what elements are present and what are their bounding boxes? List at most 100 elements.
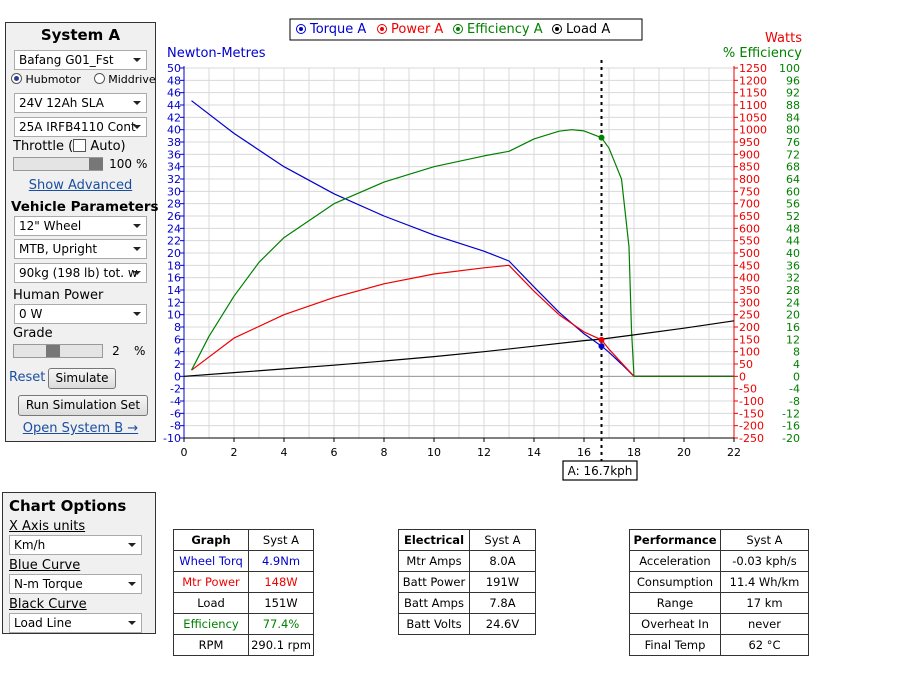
chevron-down-icon [133, 224, 141, 228]
left-tick-label: 48 [167, 74, 181, 87]
grade-slider-thumb[interactable] [46, 345, 60, 357]
efficiency-tick-label: 12 [786, 333, 800, 346]
efficiency-tick-label: 0 [793, 370, 800, 383]
human-power-label: Human Power [13, 288, 104, 303]
watts-tick-label: 600 [739, 222, 760, 235]
x-axis-units-select[interactable]: Km/h [9, 535, 142, 555]
legend-radio-dot [299, 27, 303, 31]
power-curve [191, 264, 734, 377]
efficiency-curve [190, 129, 734, 377]
table-row: Acceleration -0.03 kph/s [629, 550, 809, 572]
chevron-down-icon [133, 125, 141, 129]
cursor-label: A: 16.7kph [568, 464, 633, 478]
x-tick-label: 2 [231, 446, 238, 459]
efficiency-tick-label: 36 [786, 259, 800, 272]
torque-marker [598, 343, 605, 350]
left-tick-label: 16 [167, 272, 181, 285]
performance-table-header-label: Performance [629, 529, 721, 551]
left-tick-label: 32 [167, 173, 181, 186]
blue-curve-label: Blue Curve [9, 558, 81, 573]
efficiency-tick-label: 44 [786, 235, 800, 248]
efficiency-tick-label: 92 [786, 87, 800, 100]
left-tick-label: 38 [167, 136, 181, 149]
black-curve-select[interactable]: Load Line [9, 613, 142, 633]
bike-type-select-value: MTB, Upright [19, 242, 98, 256]
simulation-chart[interactable]: -10-8-6-4-202468101214161820222426283032… [0, 0, 897, 490]
simulate-button[interactable]: Simulate [48, 368, 116, 389]
system-title: System A [40, 26, 121, 44]
x-axis-ticks: 0 2 4 6 8 10 12 14 16 18 20 22 [181, 438, 741, 459]
left-tick-label: 0 [174, 370, 181, 383]
left-tick-label: -8 [170, 420, 181, 433]
chevron-down-icon [128, 582, 136, 586]
row-label: Acceleration [629, 550, 721, 572]
table-row: Mtr Power 148W [173, 571, 314, 593]
efficiency-marker [598, 134, 605, 141]
left-tick-label: 24 [167, 222, 181, 235]
legend-radio-dot [456, 27, 460, 31]
row-label: Batt Amps [398, 592, 470, 614]
legend-label: Load A [566, 22, 610, 37]
left-tick-label: 8 [174, 321, 181, 334]
open-system-b-link[interactable]: Open System B → [22, 421, 139, 436]
bike-type-select[interactable]: MTB, Upright [14, 239, 147, 259]
row-label: Batt Power [398, 571, 470, 593]
watts-tick-label: -150 [739, 407, 764, 420]
auto-throttle-checkbox[interactable] [73, 139, 87, 152]
battery-select-value: 24V 12Ah SLA [19, 96, 104, 110]
row-label: Range [629, 592, 721, 614]
throttle-slider[interactable] [13, 157, 103, 171]
row-label: Consumption [629, 571, 721, 593]
x-tick-label: 0 [181, 446, 188, 459]
black-curve-value: Load Line [14, 616, 72, 630]
torque-curve [191, 100, 734, 377]
x-tick-label: 6 [331, 446, 338, 459]
grade-value[interactable]: 2 [112, 344, 120, 358]
row-label: Mtr Amps [398, 550, 470, 572]
human-power-select-value: 0 W [19, 307, 43, 321]
performance-table: Performance Syst A Acceleration -0.03 kph… [629, 529, 809, 656]
left-tick-label: 40 [167, 124, 181, 137]
legend-label: Torque A [309, 22, 366, 37]
watts-tick-label: 1000 [739, 124, 767, 137]
throttle-slider-thumb[interactable] [89, 158, 103, 170]
efficiency-tick-label: 32 [786, 272, 800, 285]
middrive-radio[interactable] [93, 73, 105, 84]
blue-curve-select[interactable]: N-m Torque [9, 574, 142, 594]
x-tick-label: 8 [381, 446, 388, 459]
left-tick-label: 22 [167, 235, 181, 248]
efficiency-tick-label: 28 [786, 284, 800, 297]
left-tick-label: 42 [167, 111, 181, 124]
battery-select[interactable]: 24V 12Ah SLA [14, 93, 147, 113]
motor-select[interactable]: Bafang G01_Fst [14, 50, 147, 70]
grade-slider[interactable] [13, 344, 103, 358]
hubmotor-radio[interactable] [11, 73, 22, 84]
hubmotor-label: Hubmotor [25, 73, 81, 86]
throttle-value[interactable]: 100 [109, 157, 132, 171]
run-simulation-set-button[interactable]: Run Simulation Set [18, 395, 148, 416]
row-value: 24.6V [469, 613, 536, 635]
x-tick-label: 18 [627, 446, 641, 459]
controller-select[interactable]: 25A IRFB4110 Cont [14, 117, 147, 137]
reset-link[interactable]: Reset [9, 370, 46, 385]
human-power-select[interactable]: 0 W [14, 304, 147, 324]
efficiency-tick-label: 20 [786, 309, 800, 322]
weight-select[interactable]: 90kg (198 lb) tot. w [14, 263, 147, 283]
row-value: 17 km [720, 592, 809, 614]
efficiency-tick-label: 72 [786, 148, 800, 161]
row-label: Final Temp [629, 634, 721, 656]
table-row: Range 17 km [629, 592, 809, 614]
left-tick-label: 18 [167, 259, 181, 272]
efficiency-tick-label: 16 [786, 321, 800, 334]
show-advanced-link[interactable]: Show Advanced [28, 178, 133, 193]
efficiency-tick-label: 48 [786, 222, 800, 235]
electrical-table-header-value: Syst A [469, 529, 536, 551]
chart-options-panel: Chart Options X Axis units Km/h Blue Cur… [2, 492, 156, 634]
wheel-select[interactable]: 12" Wheel [14, 216, 147, 236]
row-label: Efficiency [173, 613, 249, 635]
chevron-down-icon [128, 621, 136, 625]
efficiency-tick-label: 4 [793, 358, 800, 371]
left-tick-label: 30 [167, 185, 181, 198]
efficiency-tick-label: -4 [789, 383, 800, 396]
vehicle-params-heading: Vehicle Parameters [11, 199, 159, 215]
